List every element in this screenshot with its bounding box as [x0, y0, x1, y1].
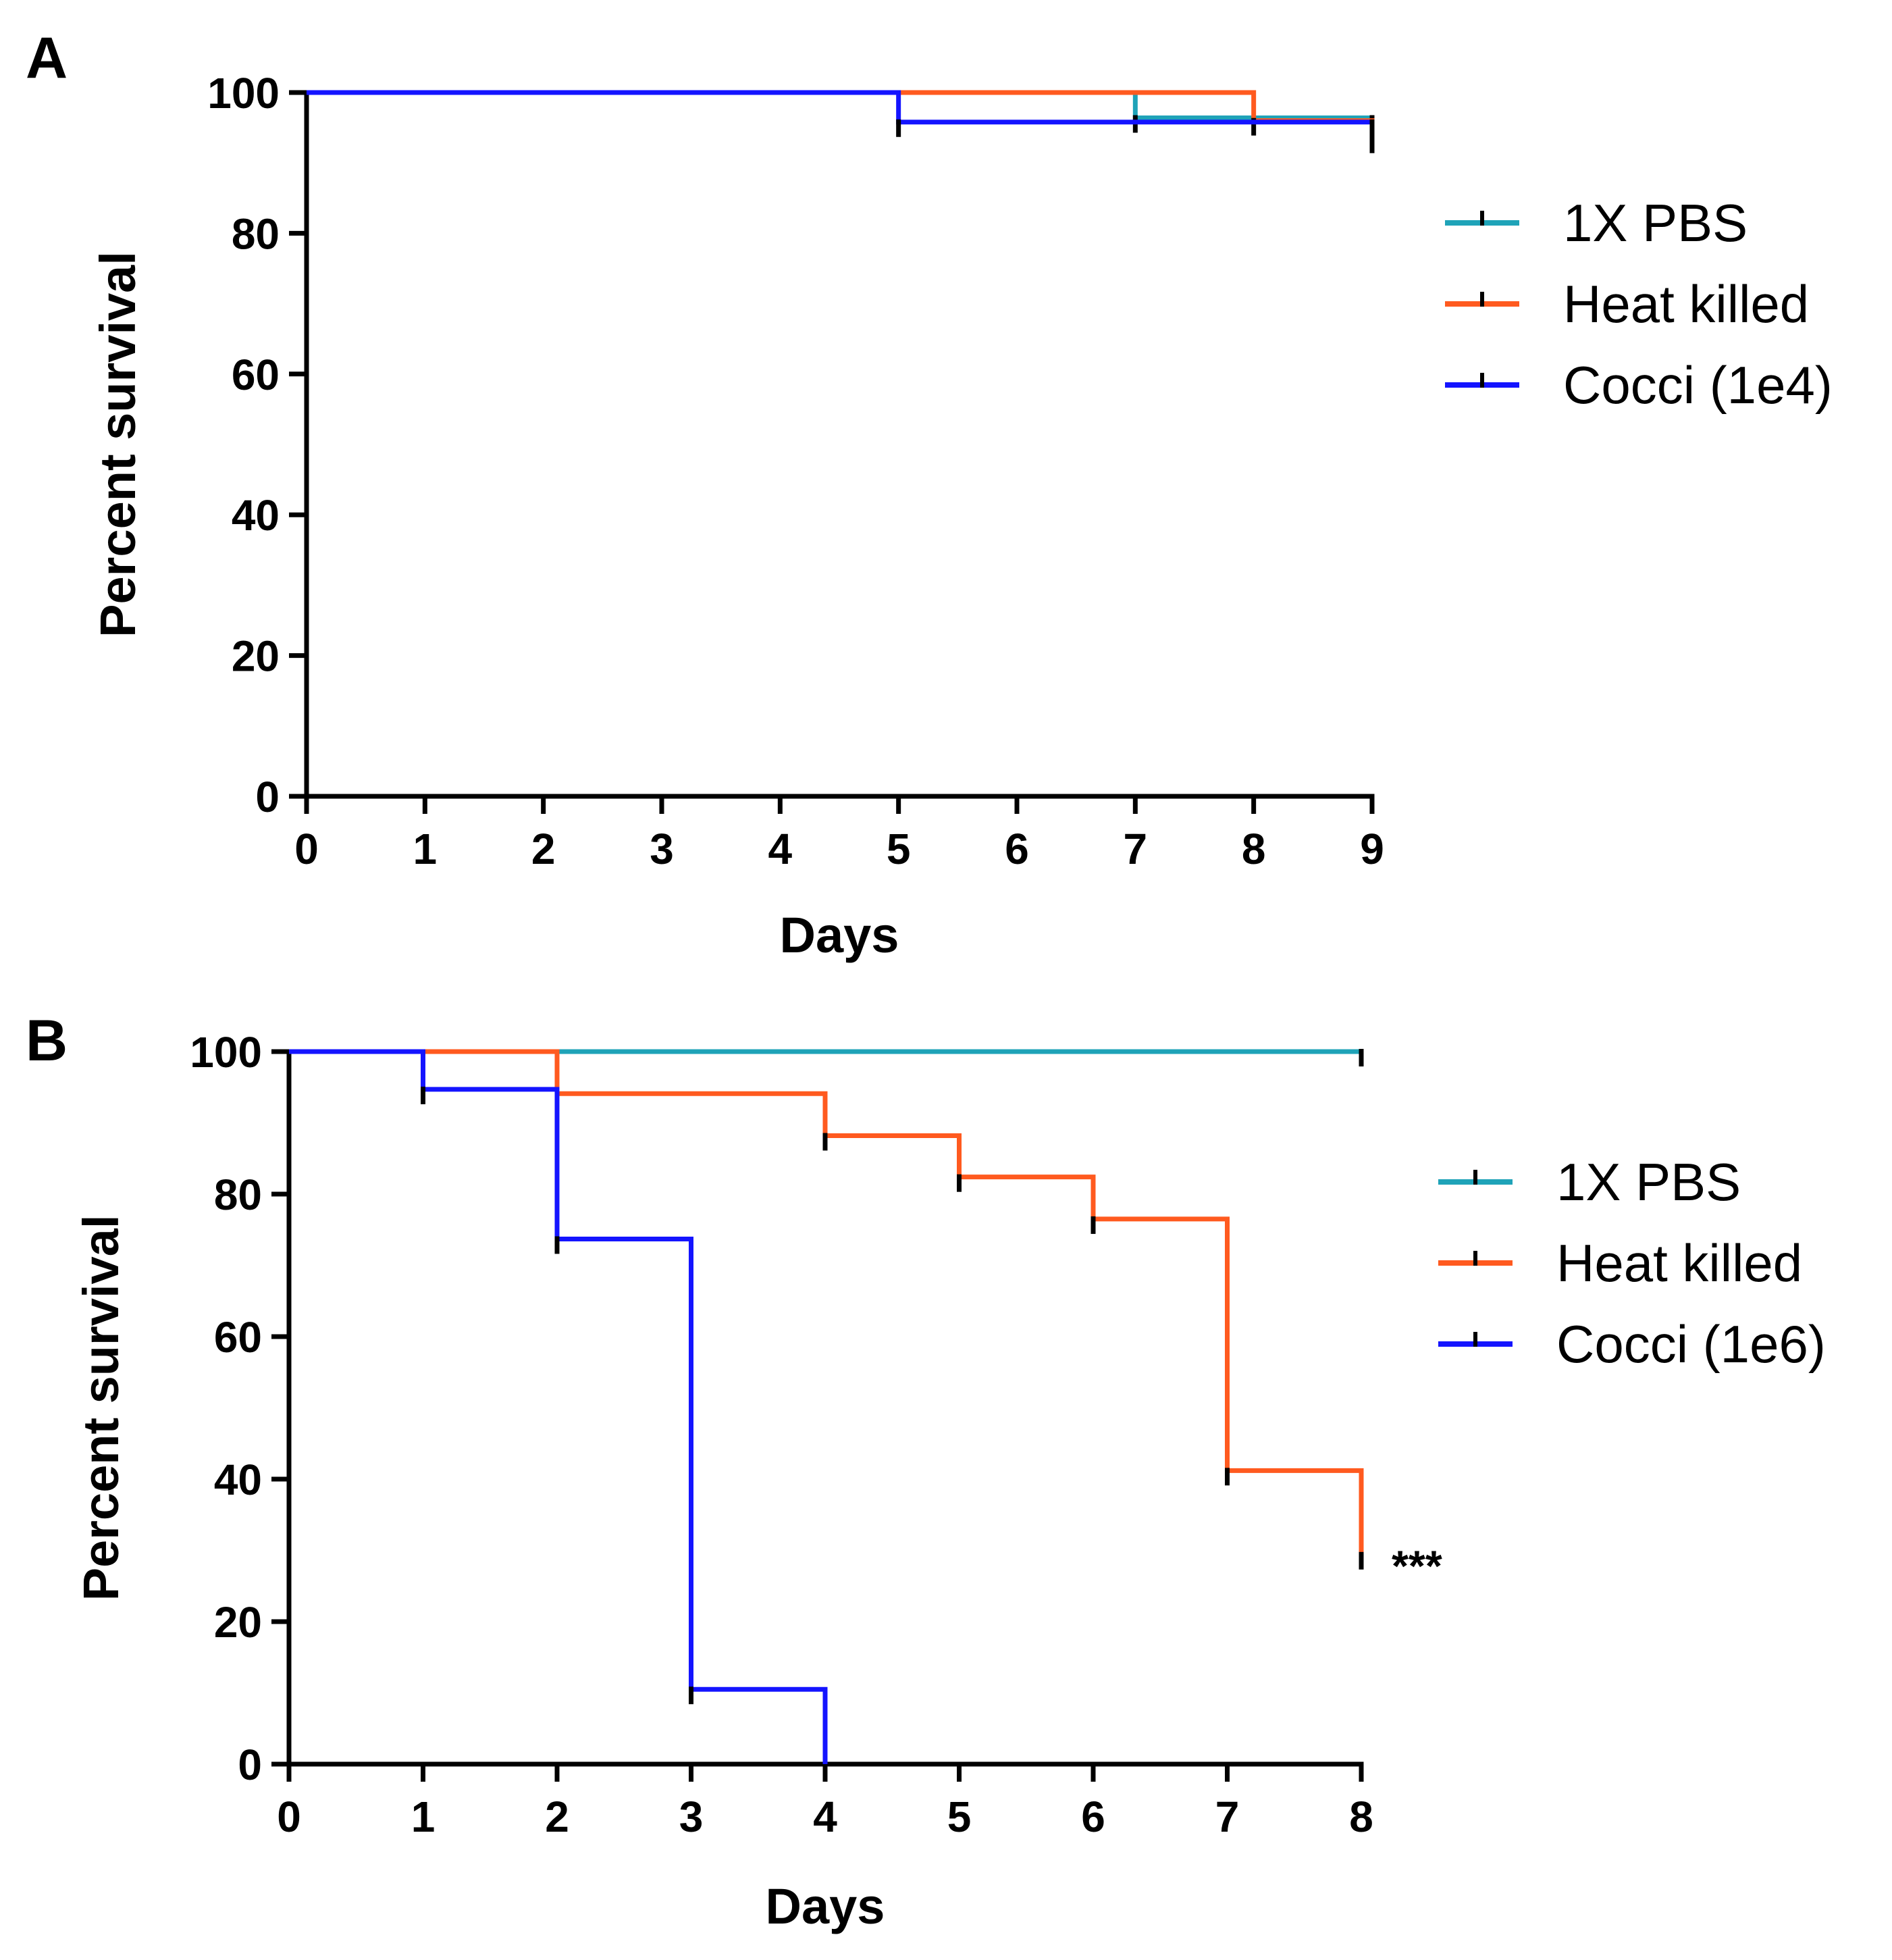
- y-tick-label: 60: [232, 351, 280, 399]
- x-tick-label: 3: [650, 825, 674, 873]
- y-tick-label: 40: [232, 491, 280, 540]
- legend-item-heat-killed: Heat killed: [1438, 1233, 1802, 1293]
- y-tick-label: 100: [190, 1028, 262, 1077]
- legend-item-cocci-1e4: Cocci (1e4): [1445, 355, 1833, 415]
- legend-label: 1X PBS: [1556, 1152, 1741, 1212]
- series-heat-killed: [289, 1049, 1364, 1570]
- survival-step-line: [307, 90, 1372, 125]
- x-tick-label: 7: [1124, 825, 1148, 873]
- y-axis-title: Percent survival: [90, 251, 146, 638]
- y-tick-label: 80: [232, 209, 280, 258]
- legend-item-heat-killed: Heat killed: [1445, 274, 1809, 334]
- x-tick-label: 4: [768, 825, 793, 873]
- survival-step-line: [289, 1049, 828, 1764]
- panel-label: A: [26, 26, 68, 91]
- x-tick-label: 0: [277, 1793, 301, 1841]
- x-tick-label: 2: [531, 825, 556, 873]
- y-tick-label: 100: [207, 69, 280, 118]
- series-cocci-1e6: [289, 1049, 828, 1764]
- y-tick-label: 0: [238, 1740, 262, 1789]
- legend-label: Heat killed: [1556, 1233, 1802, 1293]
- legend-item-1x-pbs: 1X PBS: [1438, 1152, 1741, 1212]
- x-axis-title: Days: [780, 907, 899, 963]
- x-tick-label: 5: [887, 825, 911, 873]
- legend-item-1x-pbs: 1X PBS: [1445, 193, 1748, 253]
- survival-step-line: [289, 1049, 1364, 1555]
- y-tick-label: 60: [214, 1313, 262, 1362]
- series-cocci-1e4: [307, 90, 1375, 137]
- legend-label: Cocci (1e4): [1563, 355, 1833, 415]
- y-tick-label: 20: [214, 1598, 262, 1647]
- x-tick-label: 6: [1081, 1793, 1105, 1841]
- legend-label: 1X PBS: [1563, 193, 1748, 253]
- x-tick-label: 8: [1349, 1793, 1373, 1841]
- y-tick-label: 40: [214, 1455, 262, 1504]
- survival-step-line: [307, 90, 1375, 138]
- x-tick-label: 6: [1005, 825, 1029, 873]
- x-tick-label: 0: [294, 825, 319, 873]
- panel-a: A 0 20 40 60 80 100 0 1 2 3 4 5 6 7 8 9 Days Percent survi…: [26, 26, 1833, 963]
- legend-label: Cocci (1e6): [1556, 1314, 1826, 1374]
- x-tick-label: 1: [413, 825, 438, 873]
- series-1x-pbs: [307, 90, 1375, 133]
- x-tick-label: 7: [1215, 1793, 1240, 1841]
- y-axis-title: Percent survival: [73, 1215, 129, 1601]
- survival-step-line: [307, 90, 1372, 121]
- axes: 0 20 40 60 80 100 0 1 2 3 4 5 6 7 8 9: [207, 69, 1384, 873]
- x-tick-label: 8: [1242, 825, 1266, 873]
- y-tick-label: 20: [232, 632, 280, 681]
- x-tick-label: 5: [947, 1793, 972, 1841]
- significance-annotation: ***: [1392, 1542, 1442, 1591]
- legend: 1X PBS Heat killed Cocci (1e4): [1445, 193, 1833, 415]
- x-tick-label: 4: [813, 1793, 837, 1841]
- x-axis-title: Days: [766, 1878, 885, 1934]
- x-tick-label: 1: [411, 1793, 436, 1841]
- legend-item-cocci-1e6: Cocci (1e6): [1438, 1314, 1826, 1374]
- legend-label: Heat killed: [1563, 274, 1809, 334]
- x-tick-label: 9: [1360, 825, 1384, 873]
- legend: 1X PBS Heat killed Cocci (1e6): [1438, 1152, 1826, 1374]
- x-tick-label: 3: [679, 1793, 704, 1841]
- x-tick-label: 2: [545, 1793, 569, 1841]
- axes: 0 20 40 60 80 100 0 1 2 3 4 5 6 7 8: [190, 1028, 1373, 1841]
- y-tick-label: 80: [214, 1170, 262, 1219]
- panel-b: B 0 20 40 60 80 100 0 1 2 3 4 5 6 7 8 Days Percent surviv…: [26, 1008, 1826, 1934]
- y-tick-label: 0: [255, 773, 280, 821]
- panel-label: B: [26, 1008, 68, 1073]
